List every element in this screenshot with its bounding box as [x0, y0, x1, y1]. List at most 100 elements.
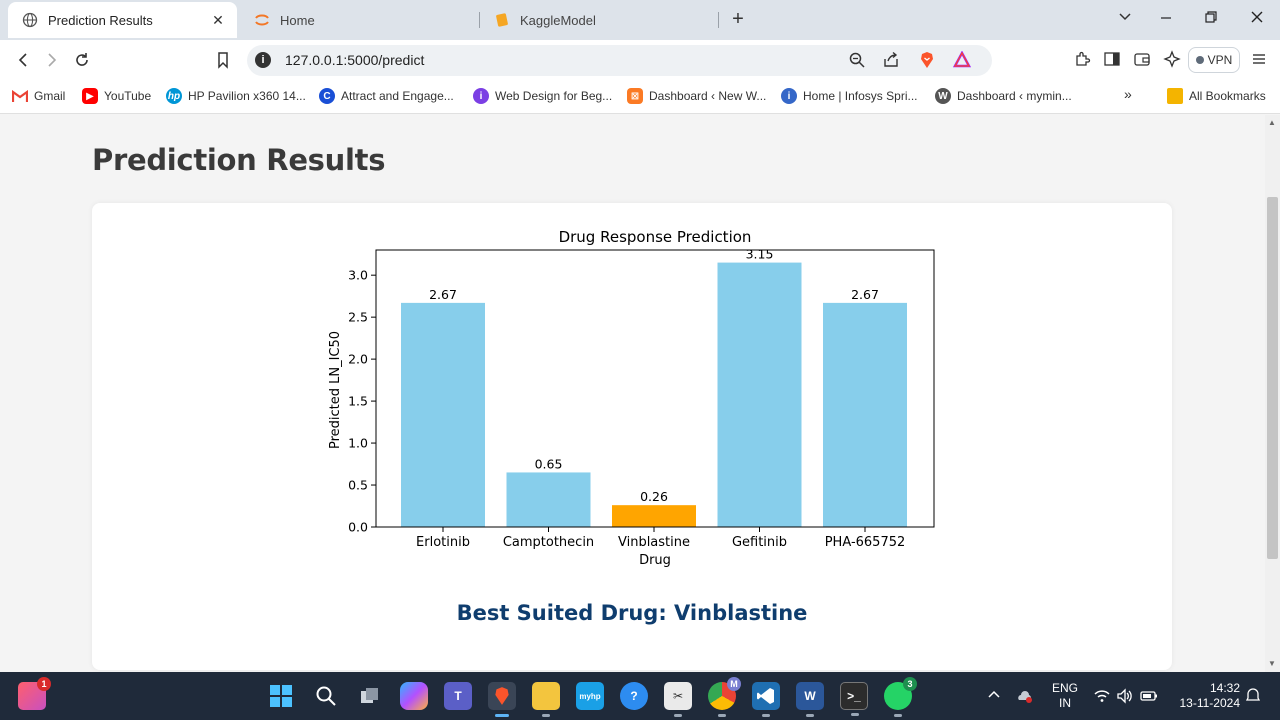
y-tick-label: 0.5 [348, 478, 368, 493]
snipping-tool-icon[interactable]: ✂ [664, 682, 692, 717]
bar-value-label: 3.15 [746, 247, 774, 262]
bookmark-gmail[interactable]: Gmail [12, 88, 65, 104]
page-scrollbar[interactable]: ▲ ▼ [1265, 115, 1280, 672]
chart-ylabel: Predicted LN_IC50 [328, 331, 343, 449]
start-button[interactable] [267, 682, 295, 710]
x-tick-label: Gefitinib [732, 535, 787, 550]
bookmark-dashboard-mymin[interactable]: W Dashboard ‹ mymin... [935, 88, 1072, 104]
language-indicator[interactable]: ENG IN [1051, 681, 1078, 710]
clock[interactable]: 14:32 13-11-2024 [1172, 672, 1241, 720]
battery-icon[interactable] [1140, 687, 1158, 705]
more-bookmarks-chevron-icon[interactable]: » [1124, 86, 1132, 102]
file-explorer-icon[interactable] [532, 682, 560, 717]
y-tick-label: 0.0 [348, 520, 368, 535]
tab-home[interactable]: Home [244, 2, 469, 38]
bookmark-attract-engage[interactable]: C Attract and Engage... [319, 88, 454, 104]
whatsapp-icon[interactable]: 3 [884, 677, 917, 717]
brave-browser-icon[interactable] [488, 682, 516, 717]
bar-erlotinib [401, 302, 485, 527]
close-window-button[interactable] [1247, 10, 1267, 30]
zoom-icon[interactable] [847, 51, 867, 71]
tab-separator [718, 12, 719, 28]
tab-kagglemodel[interactable]: KaggleModel [484, 2, 709, 38]
tab-title: KaggleModel [520, 12, 596, 28]
bar-value-label: 0.65 [535, 456, 563, 471]
x-tick-label: PHA-665752 [825, 535, 906, 550]
all-bookmarks-folder[interactable]: All Bookmarks [1167, 88, 1266, 104]
bookmark-hp-pavilion[interactable]: hp HP Pavilion x360 14... [166, 88, 306, 104]
teams-icon[interactable]: T [444, 682, 472, 710]
y-tick-label: 2.5 [348, 310, 368, 325]
close-tab-icon[interactable]: ✕ [212, 12, 224, 28]
bookmark-infosys[interactable]: i Home | Infosys Spri... [781, 88, 918, 104]
wallet-icon[interactable] [1132, 50, 1152, 70]
scrollbar-thumb[interactable] [1267, 197, 1278, 559]
leo-ai-icon[interactable] [1162, 50, 1182, 70]
youtube-icon: ▶ [82, 88, 98, 104]
search-icon[interactable] [312, 682, 340, 710]
wordpress-icon: W [935, 88, 951, 104]
address-bar[interactable]: i 127.0.0.1:5000/predict [247, 45, 992, 76]
copilot-icon[interactable] [400, 682, 428, 710]
drug-response-chart: Drug Response Prediction Drug Predicted … [328, 228, 935, 568]
scroll-down-icon[interactable]: ▼ [1268, 659, 1276, 668]
tab-prediction-results[interactable]: Prediction Results ✕ [8, 2, 237, 38]
results-card: Drug Response Prediction Drug Predicted … [92, 203, 1172, 670]
tray-chevron-icon[interactable] [985, 687, 1003, 705]
tab-strip: Prediction Results ✕ Home KaggleModel + [0, 0, 1280, 40]
bar-vinblastine [612, 505, 696, 527]
get-help-icon[interactable]: ? [620, 682, 648, 710]
folder-icon [1167, 88, 1183, 104]
vscode-icon[interactable] [752, 682, 780, 717]
chart-xlabel: Drug [639, 553, 671, 568]
bookmark-icon[interactable] [213, 50, 233, 70]
jupyter-icon [254, 12, 270, 28]
purple-logo-icon: i [473, 88, 489, 104]
forward-button[interactable] [42, 50, 62, 70]
scroll-up-icon[interactable]: ▲ [1268, 118, 1276, 127]
tab-search-chevron-icon[interactable] [1115, 10, 1135, 30]
bookmark-dashboard-new[interactable]: ⊠ Dashboard ‹ New W... [627, 88, 766, 104]
myhp-icon[interactable]: myhp [576, 682, 604, 710]
y-tick-label: 3.0 [348, 268, 368, 283]
new-tab-button[interactable]: + [732, 8, 744, 30]
bookmark-youtube[interactable]: ▶ YouTube [82, 88, 151, 104]
word-icon[interactable]: W [796, 682, 824, 717]
notebook-icon [494, 12, 510, 28]
reload-button[interactable] [72, 50, 92, 70]
brave-shield-icon[interactable] [917, 51, 937, 71]
tab-title: Home [280, 12, 315, 28]
extensions-icon[interactable] [1072, 50, 1092, 70]
terminal-icon[interactable]: >_ [840, 682, 868, 716]
bar-camptothecin [506, 472, 591, 527]
x-tick-label: Vinblastine [618, 535, 690, 550]
task-view-icon[interactable] [356, 682, 384, 710]
bookmark-web-design[interactable]: i Web Design for Beg... [473, 88, 612, 104]
sidebar-icon[interactable] [1102, 50, 1122, 70]
clock-time: 14:32 [1209, 681, 1240, 695]
minimize-button[interactable] [1156, 10, 1176, 30]
wifi-icon[interactable] [1093, 687, 1111, 705]
volume-icon[interactable] [1116, 687, 1134, 705]
chrome-icon[interactable]: M [708, 677, 741, 717]
bar-value-label: 0.26 [640, 489, 668, 504]
notification-center-icon[interactable] [1244, 687, 1262, 705]
share-icon[interactable] [881, 51, 901, 71]
brave-rewards-icon[interactable] [952, 50, 972, 71]
back-button[interactable] [13, 50, 33, 70]
url-text[interactable]: 127.0.0.1:5000/predict [285, 52, 425, 68]
clock-date: 13-11-2024 [1179, 696, 1241, 710]
onedrive-icon[interactable] [1016, 687, 1034, 705]
menu-icon[interactable] [1249, 50, 1269, 70]
whatsapp-badge: 3 [903, 677, 917, 691]
site-info-icon[interactable]: i [255, 52, 271, 68]
c-logo-icon: C [319, 88, 335, 104]
vpn-button[interactable]: VPN [1188, 47, 1240, 73]
hp-icon: hp [166, 88, 182, 104]
notification-app-icon[interactable]: 1 [18, 677, 51, 710]
notification-badge: 1 [37, 677, 51, 691]
infosys-icon: i [781, 88, 797, 104]
chrome-profile-badge: M [727, 677, 741, 691]
y-tick-label: 1.0 [348, 436, 368, 451]
restore-button[interactable] [1201, 10, 1221, 30]
